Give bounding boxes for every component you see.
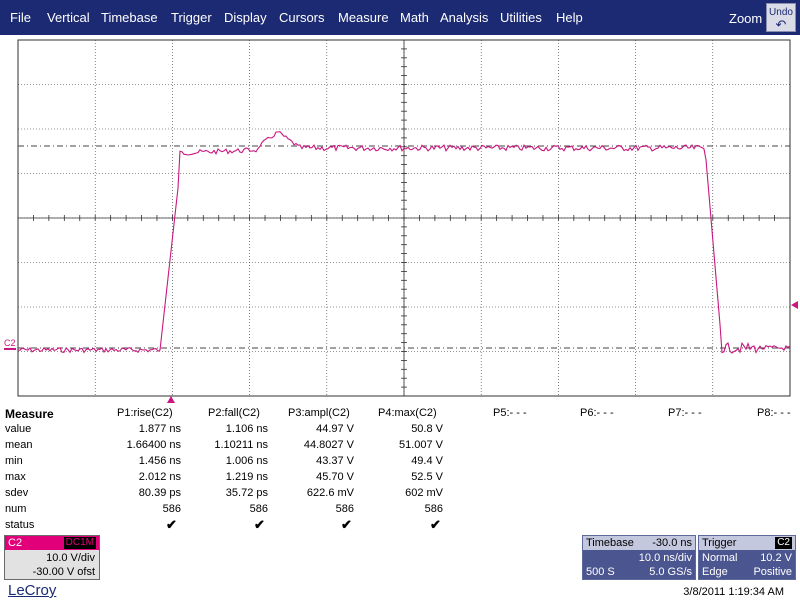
c2-trace xyxy=(17,131,791,354)
sdev-p3: 622.6 mV xyxy=(306,487,354,499)
max-p4: 52.5 V xyxy=(411,471,443,483)
row-label-mean: mean xyxy=(5,439,33,451)
undo-icon: ↶ xyxy=(775,17,787,32)
mean-p3: 44.8027 V xyxy=(303,439,354,451)
channel-ground-label: C2 xyxy=(4,338,16,348)
num-p2: 586 xyxy=(249,503,268,515)
trigger-channel: C2 xyxy=(775,537,792,549)
mean-p4: 51.007 V xyxy=(398,439,443,451)
menu-trigger[interactable]: Trigger xyxy=(171,10,212,25)
timebase-delay: -30.0 ns xyxy=(652,537,692,549)
measure-col-p3[interactable]: P3:ampl(C2) xyxy=(288,407,350,419)
trigger-level: 10.2 V xyxy=(760,552,792,564)
measure-table: Measure P1:rise(C2) P2:fall(C2) P3:ampl(… xyxy=(0,404,800,534)
menu-bar: File Vertical Timebase Trigger Display C… xyxy=(0,0,800,35)
value-p2: 1.106 ns xyxy=(225,423,268,435)
sdev-p2: 35.72 ps xyxy=(225,487,268,499)
row-label-value: value xyxy=(5,423,32,435)
timebase-tdiv: 10.0 ns/div xyxy=(638,552,692,564)
num-p3: 586 xyxy=(335,503,354,515)
row-label-max: max xyxy=(5,471,26,483)
trigger-level-marker[interactable] xyxy=(791,301,798,309)
menu-vertical[interactable]: Vertical xyxy=(47,10,90,25)
status-p2-check-icon: ✔ xyxy=(254,517,265,532)
undo-button[interactable]: Undo ↶ xyxy=(766,3,796,32)
trigger-title: Trigger xyxy=(702,537,737,549)
timebase-header: Timebase -30.0 ns xyxy=(583,536,695,550)
menu-math[interactable]: Math xyxy=(400,10,429,25)
mean-p1: 1.66400 ns xyxy=(126,439,181,451)
menu-cursors[interactable]: Cursors xyxy=(279,10,325,25)
graticule xyxy=(17,39,791,397)
trigger-descriptor[interactable]: Trigger C2 Normal 10.2 V Edge Positive xyxy=(698,535,796,580)
min-p4: 49.4 V xyxy=(411,455,443,467)
num-p1: 586 xyxy=(162,503,181,515)
sdev-p4: 602 mV xyxy=(405,487,443,499)
measure-col-p2[interactable]: P2:fall(C2) xyxy=(208,407,260,419)
sdev-p1: 80.39 ps xyxy=(138,487,181,499)
channel-name: C2 xyxy=(8,537,23,549)
row-label-num: num xyxy=(5,503,27,515)
status-p1-check-icon: ✔ xyxy=(166,517,177,532)
max-p2: 1.219 ns xyxy=(225,471,268,483)
undo-label: Undo xyxy=(769,7,793,18)
menu-measure[interactable]: Measure xyxy=(338,10,389,25)
menu-help[interactable]: Help xyxy=(556,10,583,25)
date-time: 3/8/2011 1:19:34 AM xyxy=(683,586,784,598)
measure-col-p7[interactable]: P7:- - - xyxy=(668,407,702,419)
channel-vdiv: 10.0 V/div xyxy=(46,552,95,564)
trigger-slope: Positive xyxy=(753,566,792,578)
row-label-status: status xyxy=(5,519,35,531)
measure-col-p5[interactable]: P5:- - - xyxy=(493,407,527,419)
menu-analysis[interactable]: Analysis xyxy=(440,10,489,25)
channel-header: C2 DC1M xyxy=(5,536,99,550)
menu-utilities[interactable]: Utilities xyxy=(500,10,542,25)
measure-col-p8[interactable]: P8:- - - xyxy=(757,407,791,419)
min-p3: 43.37 V xyxy=(316,455,354,467)
menu-timebase[interactable]: Timebase xyxy=(101,10,158,25)
value-p1: 1.877 ns xyxy=(138,423,181,435)
value-p4: 50.8 V xyxy=(411,423,443,435)
measure-col-p1[interactable]: P1:rise(C2) xyxy=(117,407,173,419)
trigger-header: Trigger C2 xyxy=(699,536,795,550)
menu-file[interactable]: File xyxy=(10,10,31,25)
max-p1: 2.012 ns xyxy=(138,471,181,483)
row-label-sdev: sdev xyxy=(5,487,29,499)
menu-display[interactable]: Display xyxy=(224,10,267,25)
trigger-position-marker[interactable] xyxy=(167,396,175,403)
max-p3: 45.70 V xyxy=(316,471,354,483)
measure-col-p4[interactable]: P4:max(C2) xyxy=(378,407,437,419)
timebase-descriptor[interactable]: Timebase -30.0 ns 10.0 ns/div 500 S 5.0 … xyxy=(582,535,696,580)
zoom-button[interactable]: Zoom xyxy=(729,11,763,26)
mean-p2: 1.10211 ns xyxy=(214,439,268,451)
channel-coupling: DC1M xyxy=(63,537,96,549)
row-label-min: min xyxy=(5,455,23,467)
timebase-samples: 500 S xyxy=(586,566,615,578)
num-p4: 586 xyxy=(424,503,443,515)
measure-col-p6[interactable]: P6:- - - xyxy=(580,407,614,419)
waveform-display[interactable]: C2 xyxy=(0,35,800,403)
min-p2: 1.006 ns xyxy=(225,455,268,467)
min-p1: 1.456 ns xyxy=(138,455,181,467)
timebase-rate: 5.0 GS/s xyxy=(649,566,692,578)
status-p3-check-icon: ✔ xyxy=(341,517,352,532)
channel-offset: -30.00 V ofst xyxy=(32,566,95,578)
lecroy-logo: LeCroy xyxy=(8,582,57,599)
measure-title: Measure xyxy=(5,407,54,421)
trigger-mode: Normal xyxy=(702,552,738,564)
value-p3: 44.97 V xyxy=(316,423,354,435)
status-p4-check-icon: ✔ xyxy=(430,517,441,532)
trigger-type: Edge xyxy=(702,566,728,578)
channel-descriptor-c2[interactable]: C2 DC1M 10.0 V/div -30.00 V ofst xyxy=(4,535,100,580)
timebase-title: Timebase xyxy=(586,537,634,549)
